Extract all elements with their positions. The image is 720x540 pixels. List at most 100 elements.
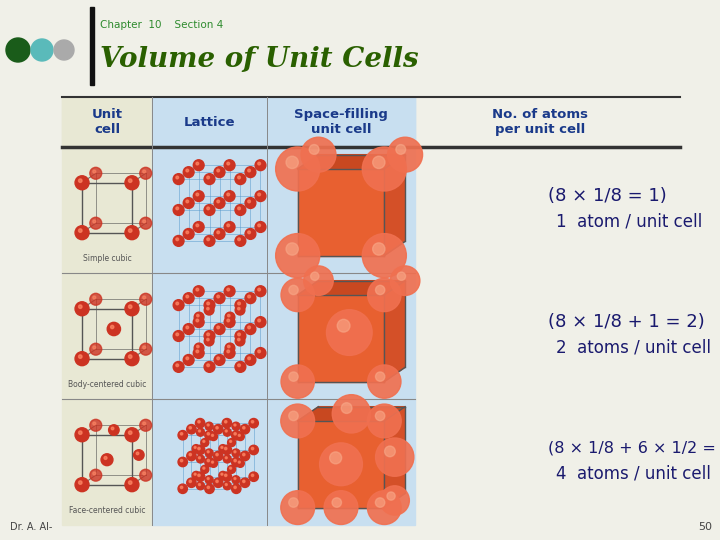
- Circle shape: [174, 205, 184, 215]
- Circle shape: [183, 323, 194, 334]
- Circle shape: [219, 471, 227, 480]
- Circle shape: [225, 474, 227, 476]
- Circle shape: [286, 243, 298, 255]
- Polygon shape: [297, 154, 405, 169]
- Text: (8 × 1/8 + 1 = 2): (8 × 1/8 + 1 = 2): [548, 313, 705, 331]
- Circle shape: [332, 395, 371, 433]
- Circle shape: [255, 316, 266, 327]
- Circle shape: [289, 411, 298, 421]
- Circle shape: [90, 217, 102, 229]
- Circle shape: [301, 137, 336, 172]
- Circle shape: [207, 451, 210, 453]
- Circle shape: [330, 452, 342, 464]
- Circle shape: [214, 424, 223, 434]
- Circle shape: [181, 460, 183, 462]
- Circle shape: [54, 40, 74, 60]
- Circle shape: [238, 302, 240, 305]
- Circle shape: [224, 286, 235, 296]
- Circle shape: [31, 39, 53, 61]
- Bar: [90, 7, 94, 85]
- Circle shape: [192, 471, 200, 480]
- Circle shape: [227, 224, 230, 227]
- Circle shape: [143, 170, 145, 173]
- Text: 1  atom / unit cell: 1 atom / unit cell: [556, 213, 702, 231]
- Circle shape: [310, 272, 319, 280]
- Circle shape: [128, 355, 132, 359]
- Circle shape: [225, 447, 227, 450]
- Circle shape: [207, 238, 210, 241]
- Circle shape: [240, 478, 250, 488]
- Circle shape: [248, 326, 251, 329]
- Circle shape: [368, 278, 401, 312]
- Circle shape: [203, 467, 204, 469]
- Circle shape: [235, 205, 246, 215]
- Circle shape: [143, 472, 145, 475]
- Circle shape: [248, 231, 251, 234]
- Circle shape: [193, 191, 204, 201]
- Circle shape: [93, 422, 96, 425]
- Circle shape: [216, 480, 218, 483]
- Circle shape: [249, 472, 258, 482]
- Text: 4  atoms / unit cell: 4 atoms / unit cell: [556, 465, 711, 483]
- Circle shape: [367, 404, 401, 438]
- Circle shape: [207, 364, 210, 367]
- Circle shape: [248, 200, 251, 203]
- Circle shape: [228, 345, 230, 348]
- Circle shape: [228, 314, 230, 317]
- Circle shape: [222, 418, 232, 428]
- Circle shape: [140, 167, 152, 179]
- Circle shape: [224, 221, 235, 232]
- Text: 2  atoms / unit cell: 2 atoms / unit cell: [556, 339, 711, 357]
- Circle shape: [224, 316, 235, 327]
- Circle shape: [248, 357, 251, 360]
- Circle shape: [235, 235, 246, 246]
- Circle shape: [178, 457, 187, 467]
- Circle shape: [214, 478, 223, 488]
- Circle shape: [192, 444, 200, 453]
- Circle shape: [196, 162, 199, 165]
- Circle shape: [214, 167, 225, 178]
- Circle shape: [196, 288, 199, 291]
- Circle shape: [204, 300, 215, 310]
- Circle shape: [128, 179, 132, 183]
- Circle shape: [183, 167, 194, 178]
- Circle shape: [255, 348, 266, 359]
- Circle shape: [195, 472, 204, 482]
- Circle shape: [143, 346, 145, 349]
- Text: Dr. A. Al-: Dr. A. Al-: [10, 522, 53, 532]
- Circle shape: [225, 312, 235, 322]
- Circle shape: [238, 176, 240, 179]
- Circle shape: [181, 433, 183, 435]
- Circle shape: [258, 193, 261, 196]
- Circle shape: [235, 330, 246, 341]
- Circle shape: [376, 372, 384, 381]
- Circle shape: [228, 438, 235, 447]
- Circle shape: [197, 345, 199, 348]
- Circle shape: [222, 472, 232, 482]
- Circle shape: [176, 333, 179, 336]
- Circle shape: [255, 160, 266, 171]
- Circle shape: [245, 198, 256, 208]
- Circle shape: [216, 454, 218, 456]
- Circle shape: [214, 323, 225, 334]
- Circle shape: [125, 226, 139, 240]
- Circle shape: [176, 238, 179, 241]
- Circle shape: [320, 443, 362, 485]
- Circle shape: [90, 167, 102, 179]
- Circle shape: [376, 285, 384, 295]
- Circle shape: [384, 446, 395, 457]
- Circle shape: [326, 310, 372, 355]
- Circle shape: [238, 333, 240, 336]
- Circle shape: [276, 147, 320, 191]
- Circle shape: [178, 484, 187, 494]
- Circle shape: [373, 156, 385, 168]
- Circle shape: [128, 229, 132, 232]
- Circle shape: [143, 422, 145, 425]
- Circle shape: [245, 323, 256, 334]
- Circle shape: [219, 444, 227, 453]
- Circle shape: [396, 145, 405, 154]
- Circle shape: [276, 234, 320, 278]
- Circle shape: [194, 447, 196, 448]
- Circle shape: [125, 478, 139, 491]
- Circle shape: [243, 480, 245, 483]
